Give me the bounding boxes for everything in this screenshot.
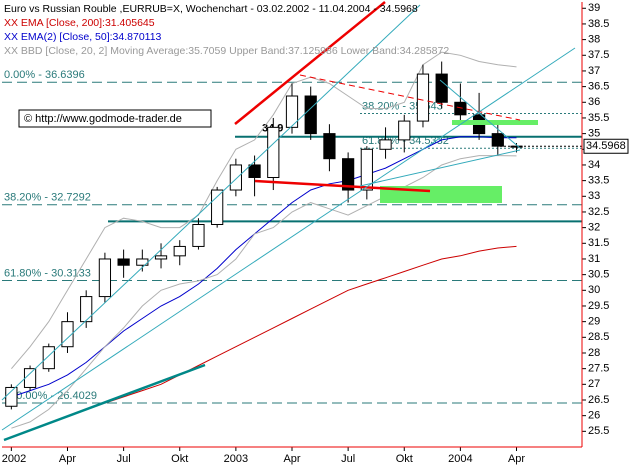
candle-body bbox=[248, 164, 261, 178]
x-tick-label: 2003 bbox=[224, 453, 248, 465]
chart-title: Euro vs Russian Rouble ,EURRUB=X, Wochen… bbox=[4, 3, 418, 15]
series-line bbox=[11, 51, 517, 370]
series-line bbox=[11, 155, 517, 429]
y-tick-label: 33 bbox=[588, 190, 600, 202]
y-tick-label: 38 bbox=[588, 34, 600, 46]
x-tick-label: 2004 bbox=[448, 453, 472, 465]
trend-line bbox=[234, 1, 386, 125]
y-tick-label: 30.5 bbox=[588, 269, 609, 281]
channel-line bbox=[1, 4, 421, 401]
candle-body bbox=[211, 189, 224, 225]
y-tick-label: 28 bbox=[588, 347, 600, 359]
trend-line bbox=[254, 179, 431, 193]
watermark: © http://www.godmode-trader.de bbox=[24, 113, 182, 125]
x-tick-label: Apr bbox=[59, 453, 76, 465]
y-tick-label: 39 bbox=[588, 2, 600, 14]
legend-entry: XX EMA [Close, 200]:31.405645 bbox=[4, 17, 155, 29]
candle-body bbox=[267, 126, 280, 178]
trend-line bbox=[3, 363, 206, 442]
y-tick-label: 29.5 bbox=[588, 300, 609, 312]
x-tick-label: Apr bbox=[508, 453, 525, 465]
y-tick-label: 31 bbox=[588, 253, 600, 265]
watermark-box bbox=[18, 109, 212, 128]
candle-body bbox=[454, 101, 467, 116]
channel-line bbox=[359, 149, 521, 187]
candle-body bbox=[342, 158, 355, 191]
y-tick-label: 32.5 bbox=[588, 206, 609, 218]
y-tick-label: 27.5 bbox=[588, 363, 609, 375]
x-tick-label: Okt bbox=[396, 453, 413, 465]
fib-label: 61.80% - 30.3133 bbox=[4, 267, 91, 279]
candle-body bbox=[61, 321, 74, 348]
last-price-box bbox=[583, 138, 629, 154]
y-tick-label: 35.5 bbox=[588, 112, 609, 124]
candle-body bbox=[379, 139, 392, 150]
candle-body bbox=[360, 148, 373, 191]
candle-body bbox=[42, 346, 55, 370]
candle-body bbox=[229, 164, 242, 191]
y-tick-label: 33.5 bbox=[588, 175, 609, 187]
y-tick-label: 30 bbox=[588, 284, 600, 296]
candle-body bbox=[491, 133, 504, 147]
candle-body bbox=[285, 95, 299, 128]
candle-body bbox=[80, 296, 93, 323]
legend-entry: XX BBD [Close, 20, 2] Moving Average:35.… bbox=[4, 45, 449, 57]
last-price-label: 34.5968 bbox=[586, 140, 626, 152]
y-tick-label: 37.5 bbox=[588, 49, 609, 61]
candle-body bbox=[304, 95, 317, 135]
x-tick-label: Jul bbox=[117, 453, 131, 465]
y-tick-label: 36.5 bbox=[588, 81, 609, 93]
y-tick-label: 26 bbox=[588, 410, 600, 422]
y-tick-label: 35 bbox=[588, 128, 600, 140]
fib-label: 0.00% - 36.6396 bbox=[4, 69, 85, 81]
candle-body bbox=[192, 224, 205, 247]
y-tick-label: 26.5 bbox=[588, 394, 609, 406]
y-tick-label: 25.5 bbox=[588, 425, 609, 437]
x-tick-label: Jul bbox=[341, 453, 355, 465]
candle-body bbox=[173, 245, 186, 257]
x-tick-label: Okt bbox=[171, 453, 188, 465]
y-tick-label: 29 bbox=[588, 316, 600, 328]
legend-entry: XX EMA(2) [Close, 50]:34.870113 bbox=[4, 31, 162, 43]
y-tick-label: 37 bbox=[588, 65, 600, 77]
candle-body bbox=[398, 120, 411, 141]
fib-label: 100.00% - 26.4029 bbox=[4, 390, 97, 402]
candle-body bbox=[23, 368, 37, 388]
channel-line bbox=[1, 47, 576, 431]
y-tick-label: 34 bbox=[588, 159, 600, 171]
candle-body bbox=[98, 258, 112, 298]
candle-body bbox=[323, 133, 336, 160]
fib-label: 38.20% - 32.7292 bbox=[4, 192, 91, 204]
candle-body bbox=[154, 255, 168, 260]
y-tick-label: 31.5 bbox=[588, 237, 609, 249]
resist-zone bbox=[452, 120, 538, 125]
y-tick-label: 28.5 bbox=[588, 331, 609, 343]
candle-body bbox=[5, 386, 18, 407]
candle-body bbox=[435, 73, 448, 103]
series-line bbox=[11, 136, 517, 398]
x-tick-label: 2002 bbox=[2, 453, 26, 465]
candle-body bbox=[416, 73, 430, 122]
y-tick-label: 36 bbox=[588, 96, 600, 108]
y-tick-label: 27 bbox=[588, 378, 600, 390]
y-tick-label: 38.5 bbox=[588, 18, 609, 30]
candle-body bbox=[117, 258, 130, 266]
channel-line bbox=[439, 79, 521, 149]
trend-line bbox=[299, 74, 521, 121]
y-tick-label: 32 bbox=[588, 222, 600, 234]
x-tick-label: Apr bbox=[283, 453, 300, 465]
